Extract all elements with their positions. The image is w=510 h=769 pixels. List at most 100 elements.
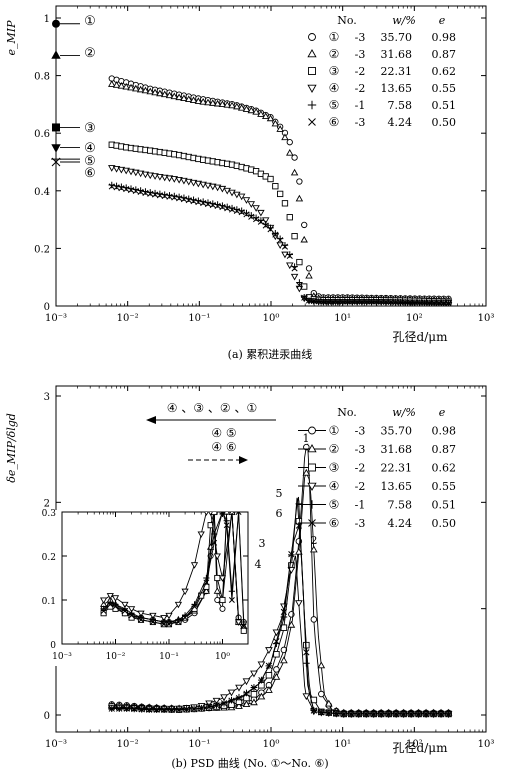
chart-a-point-triangle-up	[199, 97, 207, 105]
chart-b-inset-point-triangle-up	[213, 587, 221, 594]
chart-a-point-square	[286, 214, 293, 221]
chart-a-point-triangle-down	[156, 173, 164, 181]
chart-a-point-triangle-up	[305, 271, 313, 279]
chart-b-inset-point-triangle-down	[204, 512, 209, 516]
chart-b-inset-x-tick-label: 10⁻³	[52, 652, 72, 662]
chart-a-point-cross	[382, 298, 390, 305]
chart-b-inset-point-plus	[223, 517, 230, 524]
chart-a-point-triangle-down	[276, 242, 284, 249]
chart-a-ylabel: e_MIP	[5, 20, 18, 56]
chart-a-point-cross	[123, 186, 130, 193]
chart-b-arrow-label: ④ 、③ 、② 、①	[167, 401, 257, 415]
legend-w-value: 7.58	[388, 99, 413, 112]
chart-b-inset-point-triangle-down	[149, 612, 157, 620]
chart-a-point-plus	[243, 209, 250, 217]
chart-a-point-circle	[305, 265, 313, 272]
chart-b-point-cross	[273, 638, 280, 645]
chart-b-inset-data	[99, 512, 248, 634]
chart-b-point-circle	[280, 646, 288, 654]
legend-header-no: No.	[337, 406, 357, 419]
chart-a-point-triangle-down	[175, 176, 183, 184]
chart-a-point-triangle-down	[185, 178, 193, 186]
chart-a-point-triangle-down	[141, 171, 150, 179]
chart-a-point-triangle-up	[237, 103, 246, 111]
chart-b-inset-point-cross	[211, 539, 218, 546]
chart-a-initial-marker	[52, 19, 60, 28]
chart-a-point-triangle-up	[295, 194, 304, 202]
chart-b-inset-point-cross	[149, 619, 156, 625]
chart-b-point-plus	[302, 659, 310, 667]
legend-id: ⑥	[329, 115, 340, 129]
chart-b-x-tick-label: 10⁰	[263, 739, 280, 750]
chart-a-point-cross	[200, 200, 207, 207]
chart-a-point-circle	[291, 154, 298, 161]
chart-a-point-square	[296, 258, 303, 266]
chart-a-point-triangle-up	[185, 95, 193, 103]
chart-a-point-triangle-down	[151, 173, 159, 180]
chart-a-point-cross	[363, 298, 370, 305]
chart-a-point-plus	[238, 207, 245, 214]
chart-b-inset-point-square	[211, 512, 218, 516]
chart-b-point-triangle-down	[272, 629, 281, 637]
chart-a-point-triangle-down	[112, 166, 121, 173]
chart-b-peak-label: 3	[259, 537, 266, 550]
chart-b-inset-point-cross	[228, 597, 235, 603]
chart-b-point-triangle-up	[250, 698, 258, 706]
chart-b-inset-point-cross	[182, 614, 189, 621]
chart-b: 10⁻³ 10⁻² 10⁻¹ 10⁰ 10¹ 10² 10³ 0 1 2 3 δe_MIP/δlgd 孔…	[5, 385, 494, 769]
chart-a-point-cross	[214, 202, 221, 210]
chart-a-point-cross	[344, 298, 351, 305]
chart-a-point-cross	[185, 197, 192, 204]
chart-a-point-cross	[142, 189, 149, 196]
chart-a-point-triangle-up	[165, 91, 174, 99]
chart-b-inset-point-triangle-down	[213, 553, 221, 560]
chart-a-point-triangle-down	[160, 174, 169, 182]
chart-a-point-cross	[416, 299, 423, 306]
legend-marker-circle	[308, 426, 316, 435]
legend-code: -3	[355, 517, 366, 530]
chart-a-point-triangle-down	[136, 170, 145, 178]
chart-a-initial-label: ③	[84, 121, 96, 136]
chart-b-inset-point-cross	[100, 608, 107, 614]
legend-marker-plus	[307, 100, 317, 110]
chart-a-point-cross	[267, 226, 274, 233]
chart-a-point-triangle-up	[252, 108, 260, 115]
chart-b-point-cross	[385, 710, 392, 718]
chart-a-point-circle	[286, 139, 293, 146]
chart-a-point-cross	[108, 183, 115, 190]
chart-b-inset-point-triangle-down	[111, 595, 120, 602]
chart-b-inset-x-tick-label: 10⁻²	[106, 652, 126, 662]
chart-b-point-circle	[310, 616, 318, 623]
legend-id: ⑤	[329, 498, 340, 512]
chart-a-point-cross	[190, 198, 197, 205]
chart-a-x-tick-label: 10³	[478, 313, 495, 324]
chart-a-point-cross	[152, 191, 159, 198]
legend-code: -2	[355, 82, 366, 95]
legend-w-value: 22.31	[381, 65, 413, 78]
chart-b-inset-point-cross	[138, 616, 144, 623]
legend-e-value: 0.87	[432, 48, 457, 61]
chart-b-inset-point-cross	[160, 621, 167, 628]
chart-a-point-cross	[349, 298, 356, 305]
chart-b-x-tick-label: 10⁻¹	[188, 739, 210, 750]
chart-a-point-cross	[325, 298, 332, 305]
chart-a-point-plus	[248, 212, 255, 219]
chart-a-point-cross	[209, 201, 216, 209]
chart-b-inset-point-triangle-down	[234, 619, 243, 626]
chart-b-x-tick-label: 10⁻²	[117, 739, 139, 750]
chart-a-point-triangle-down	[189, 179, 198, 187]
chart-a-point-triangle-down	[257, 209, 265, 217]
chart-b-inset-y-tick-label: 0.2	[42, 553, 56, 563]
chart-a-point-triangle-up	[160, 90, 169, 98]
chart-a-point-triangle-up	[175, 93, 183, 101]
legend-code: -3	[355, 48, 366, 61]
chart-a-point-cross	[137, 188, 144, 196]
chart-a-point-triangle-up	[204, 98, 212, 106]
chart-b-point-plus	[243, 689, 250, 697]
chart-a-point-cross	[440, 299, 447, 307]
chart-a-point-plus	[272, 229, 279, 237]
chart-b-inset-point-cross	[107, 601, 114, 608]
chart-b-inset-point-square	[214, 574, 221, 582]
legend-e-value: 0.87	[432, 443, 457, 456]
chart-a-point-triangle-up	[228, 101, 236, 109]
